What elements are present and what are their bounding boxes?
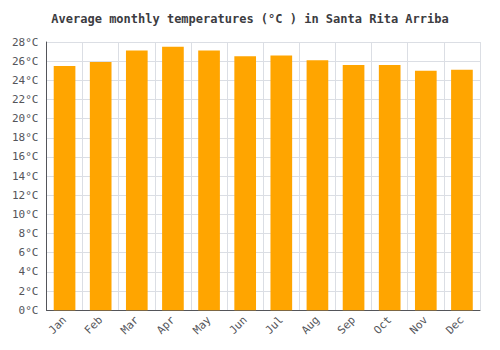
svg-text:20°C: 20°C <box>12 112 39 125</box>
svg-text:22°C: 22°C <box>12 93 39 106</box>
svg-text:Jan: Jan <box>46 314 69 337</box>
svg-text:May: May <box>190 313 213 336</box>
svg-text:Mar: Mar <box>118 313 141 336</box>
svg-text:24°C: 24°C <box>12 74 39 87</box>
svg-text:Feb: Feb <box>82 314 105 337</box>
svg-text:Aug: Aug <box>299 314 322 337</box>
svg-text:Oct: Oct <box>371 314 394 337</box>
svg-text:18°C: 18°C <box>12 131 39 144</box>
svg-text:10°C: 10°C <box>12 208 39 221</box>
svg-text:4°C: 4°C <box>19 265 39 278</box>
svg-text:Sep: Sep <box>335 314 358 337</box>
svg-text:Dec: Dec <box>443 314 466 337</box>
svg-text:Nov: Nov <box>407 313 430 336</box>
svg-text:8°C: 8°C <box>19 227 39 240</box>
svg-text:16°C: 16°C <box>12 150 39 163</box>
svg-text:2°C: 2°C <box>19 285 39 298</box>
svg-text:Average monthly temperatures (: Average monthly temperatures (°C ) in Sa… <box>51 12 448 26</box>
svg-text:Jun: Jun <box>227 314 250 337</box>
svg-text:6°C: 6°C <box>19 246 39 259</box>
svg-text:28°C: 28°C <box>12 36 39 49</box>
svg-text:Jul: Jul <box>263 314 286 337</box>
svg-text:Apr: Apr <box>154 313 177 336</box>
svg-text:12°C: 12°C <box>12 189 39 202</box>
svg-text:14°C: 14°C <box>12 170 39 183</box>
svg-text:0°C: 0°C <box>19 304 39 317</box>
svg-text:26°C: 26°C <box>12 55 39 68</box>
